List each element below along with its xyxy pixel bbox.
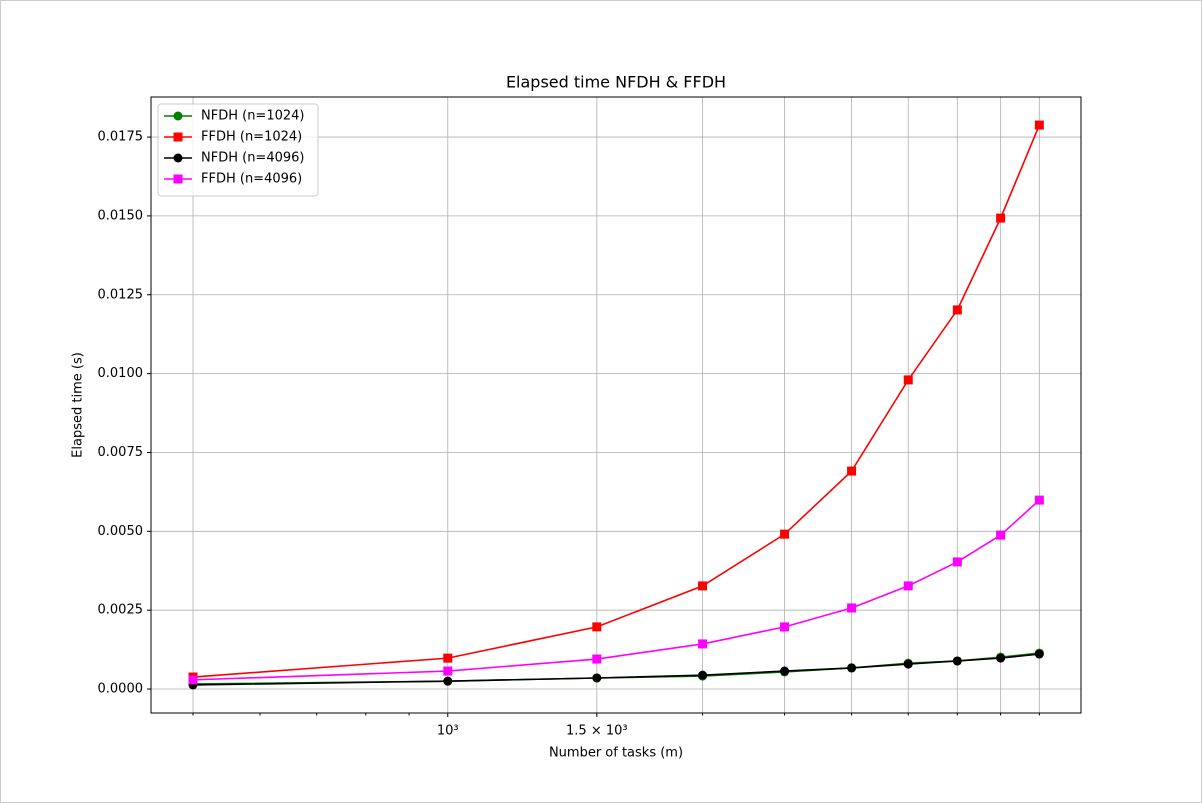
y-tick-label: 0.0175 — [98, 130, 144, 145]
y-tick-label: 0.0025 — [98, 603, 144, 618]
plot-area — [150, 96, 1082, 714]
marker — [698, 639, 708, 649]
chart-title: Elapsed time NFDH & FFDH — [506, 73, 726, 92]
marker — [443, 676, 453, 686]
y-tick-label: 0.0075 — [98, 445, 144, 460]
marker — [780, 666, 790, 676]
y-tick-label: 0.0000 — [98, 682, 144, 697]
marker — [592, 622, 602, 632]
legend-label: FFDH (n=1024) — [201, 130, 302, 145]
marker — [903, 581, 913, 591]
marker — [903, 375, 913, 385]
legend-label: NFDH (n=4096) — [201, 151, 304, 166]
marker — [996, 530, 1006, 540]
marker — [1034, 120, 1044, 130]
marker — [952, 557, 962, 567]
legend-label: FFDH (n=4096) — [201, 172, 302, 187]
marker — [698, 581, 708, 591]
series-line — [192, 124, 1041, 678]
y-tick-label: 0.0125 — [98, 287, 144, 302]
x-tick-label: 10³ — [437, 724, 459, 739]
marker — [903, 659, 913, 669]
legend-label: NFDH (n=1024) — [201, 109, 304, 124]
marker — [443, 653, 453, 663]
marker — [847, 603, 857, 613]
marker — [592, 673, 602, 683]
y-tick-label: 0.0100 — [98, 366, 144, 381]
legend-marker — [173, 132, 183, 142]
legend-marker — [173, 153, 183, 163]
series-line — [192, 499, 1040, 681]
marker — [1034, 495, 1044, 505]
marker — [1034, 649, 1044, 659]
x-axis-label: Number of tasks (m) — [549, 746, 683, 761]
marker — [698, 670, 708, 680]
legend-marker — [173, 174, 183, 184]
y-tick-label: 0.0050 — [98, 524, 144, 539]
marker — [952, 656, 962, 666]
marker — [443, 666, 453, 676]
marker — [592, 654, 602, 664]
marker — [847, 663, 857, 673]
series-line — [192, 653, 1040, 686]
x-tick-label: 1.5 × 10³ — [566, 724, 628, 739]
marker — [780, 622, 790, 632]
legend-box — [157, 103, 319, 197]
marker — [996, 653, 1006, 663]
y-tick-label: 0.0150 — [98, 208, 144, 223]
y-axis-label: Elapsed time (s) — [71, 352, 86, 458]
legend-marker — [173, 111, 183, 121]
marker — [188, 675, 198, 685]
marker — [847, 466, 857, 476]
marker — [952, 305, 962, 315]
marker — [996, 213, 1006, 223]
marker — [780, 529, 790, 539]
